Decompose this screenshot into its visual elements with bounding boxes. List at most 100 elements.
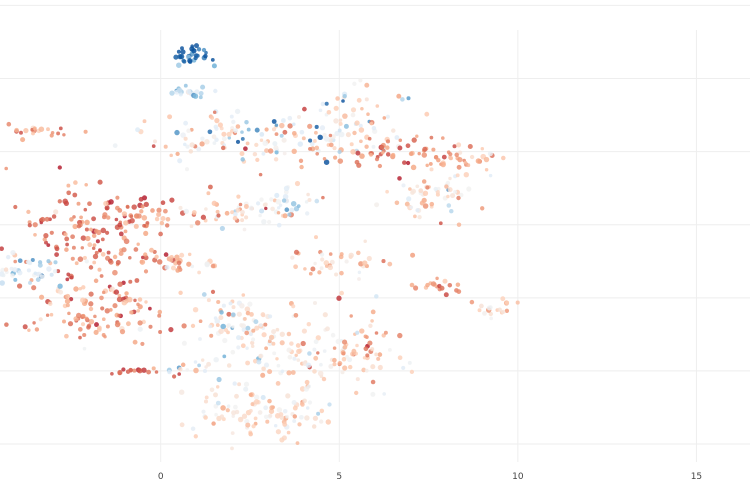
data-point bbox=[179, 252, 185, 258]
data-point bbox=[226, 323, 231, 328]
data-point bbox=[200, 358, 205, 362]
data-point bbox=[193, 360, 198, 364]
data-point bbox=[310, 266, 316, 272]
data-point bbox=[243, 381, 250, 387]
data-point bbox=[230, 431, 235, 435]
data-point bbox=[126, 296, 133, 303]
data-point bbox=[216, 299, 221, 305]
data-point bbox=[192, 93, 199, 99]
data-point bbox=[259, 197, 264, 202]
data-point bbox=[178, 367, 183, 372]
data-point bbox=[105, 255, 111, 261]
data-point bbox=[274, 150, 279, 155]
data-point bbox=[31, 285, 37, 291]
data-point bbox=[115, 260, 121, 265]
data-point bbox=[276, 206, 281, 210]
data-point bbox=[117, 222, 123, 228]
data-point bbox=[410, 188, 417, 194]
data-point bbox=[366, 112, 370, 116]
data-point bbox=[211, 200, 217, 206]
data-point bbox=[448, 152, 453, 157]
data-point bbox=[275, 429, 282, 435]
data-point bbox=[169, 90, 175, 96]
data-point bbox=[80, 297, 86, 303]
data-point bbox=[297, 141, 304, 147]
data-point bbox=[293, 312, 299, 318]
data-point bbox=[287, 212, 292, 217]
data-point bbox=[69, 217, 74, 222]
data-point bbox=[185, 368, 190, 372]
data-point bbox=[385, 145, 390, 150]
data-point bbox=[268, 334, 275, 341]
data-point bbox=[46, 266, 52, 272]
data-point bbox=[32, 321, 36, 325]
data-point bbox=[319, 252, 325, 257]
data-point bbox=[178, 389, 185, 395]
data-point bbox=[133, 223, 139, 229]
data-point bbox=[337, 158, 344, 164]
data-point bbox=[293, 249, 300, 255]
data-point bbox=[489, 316, 494, 321]
data-point bbox=[364, 97, 369, 102]
data-point bbox=[306, 321, 312, 327]
data-point bbox=[258, 213, 262, 218]
data-point bbox=[178, 290, 183, 295]
data-point bbox=[342, 339, 348, 345]
data-point bbox=[271, 119, 277, 124]
data-point bbox=[422, 203, 429, 209]
data-point bbox=[173, 54, 179, 60]
data-point bbox=[330, 332, 336, 338]
data-point bbox=[261, 366, 266, 372]
data-point bbox=[0, 280, 5, 286]
data-point bbox=[264, 127, 269, 132]
data-point bbox=[323, 159, 330, 165]
data-point bbox=[93, 314, 97, 319]
data-point bbox=[379, 144, 385, 150]
data-point bbox=[54, 252, 59, 257]
data-point bbox=[458, 192, 464, 198]
data-point bbox=[249, 312, 254, 317]
data-point bbox=[13, 277, 18, 282]
data-point bbox=[267, 398, 272, 404]
data-point bbox=[350, 149, 356, 155]
data-point bbox=[352, 81, 357, 86]
data-point bbox=[302, 106, 307, 112]
data-point bbox=[23, 127, 29, 134]
data-point bbox=[341, 351, 346, 356]
data-point bbox=[49, 272, 54, 277]
data-point bbox=[136, 302, 140, 307]
data-point bbox=[216, 376, 222, 383]
data-point bbox=[333, 118, 339, 124]
data-point bbox=[158, 330, 163, 334]
data-point bbox=[245, 422, 251, 428]
data-point bbox=[139, 259, 146, 265]
data-point bbox=[211, 421, 216, 426]
data-point bbox=[245, 325, 251, 331]
data-point bbox=[154, 254, 159, 259]
data-point bbox=[104, 308, 110, 314]
data-point bbox=[304, 379, 310, 385]
x-tick-label: 15 bbox=[691, 472, 702, 482]
data-point bbox=[297, 422, 302, 427]
data-point bbox=[231, 410, 237, 416]
data-point bbox=[304, 415, 310, 421]
data-point bbox=[264, 206, 268, 211]
data-point bbox=[362, 356, 367, 360]
data-point bbox=[235, 207, 241, 213]
data-point bbox=[148, 324, 153, 329]
data-point bbox=[213, 392, 218, 398]
data-point bbox=[250, 344, 255, 349]
data-point bbox=[183, 208, 189, 215]
data-point bbox=[183, 142, 187, 147]
data-point bbox=[242, 227, 247, 232]
data-point bbox=[268, 413, 273, 418]
data-point bbox=[267, 369, 273, 375]
data-point bbox=[367, 136, 372, 141]
data-point bbox=[178, 92, 183, 97]
data-point bbox=[194, 89, 200, 95]
data-point bbox=[293, 264, 298, 270]
data-point bbox=[128, 256, 132, 260]
data-point bbox=[77, 256, 84, 262]
data-point bbox=[196, 47, 202, 52]
data-point bbox=[193, 434, 198, 439]
